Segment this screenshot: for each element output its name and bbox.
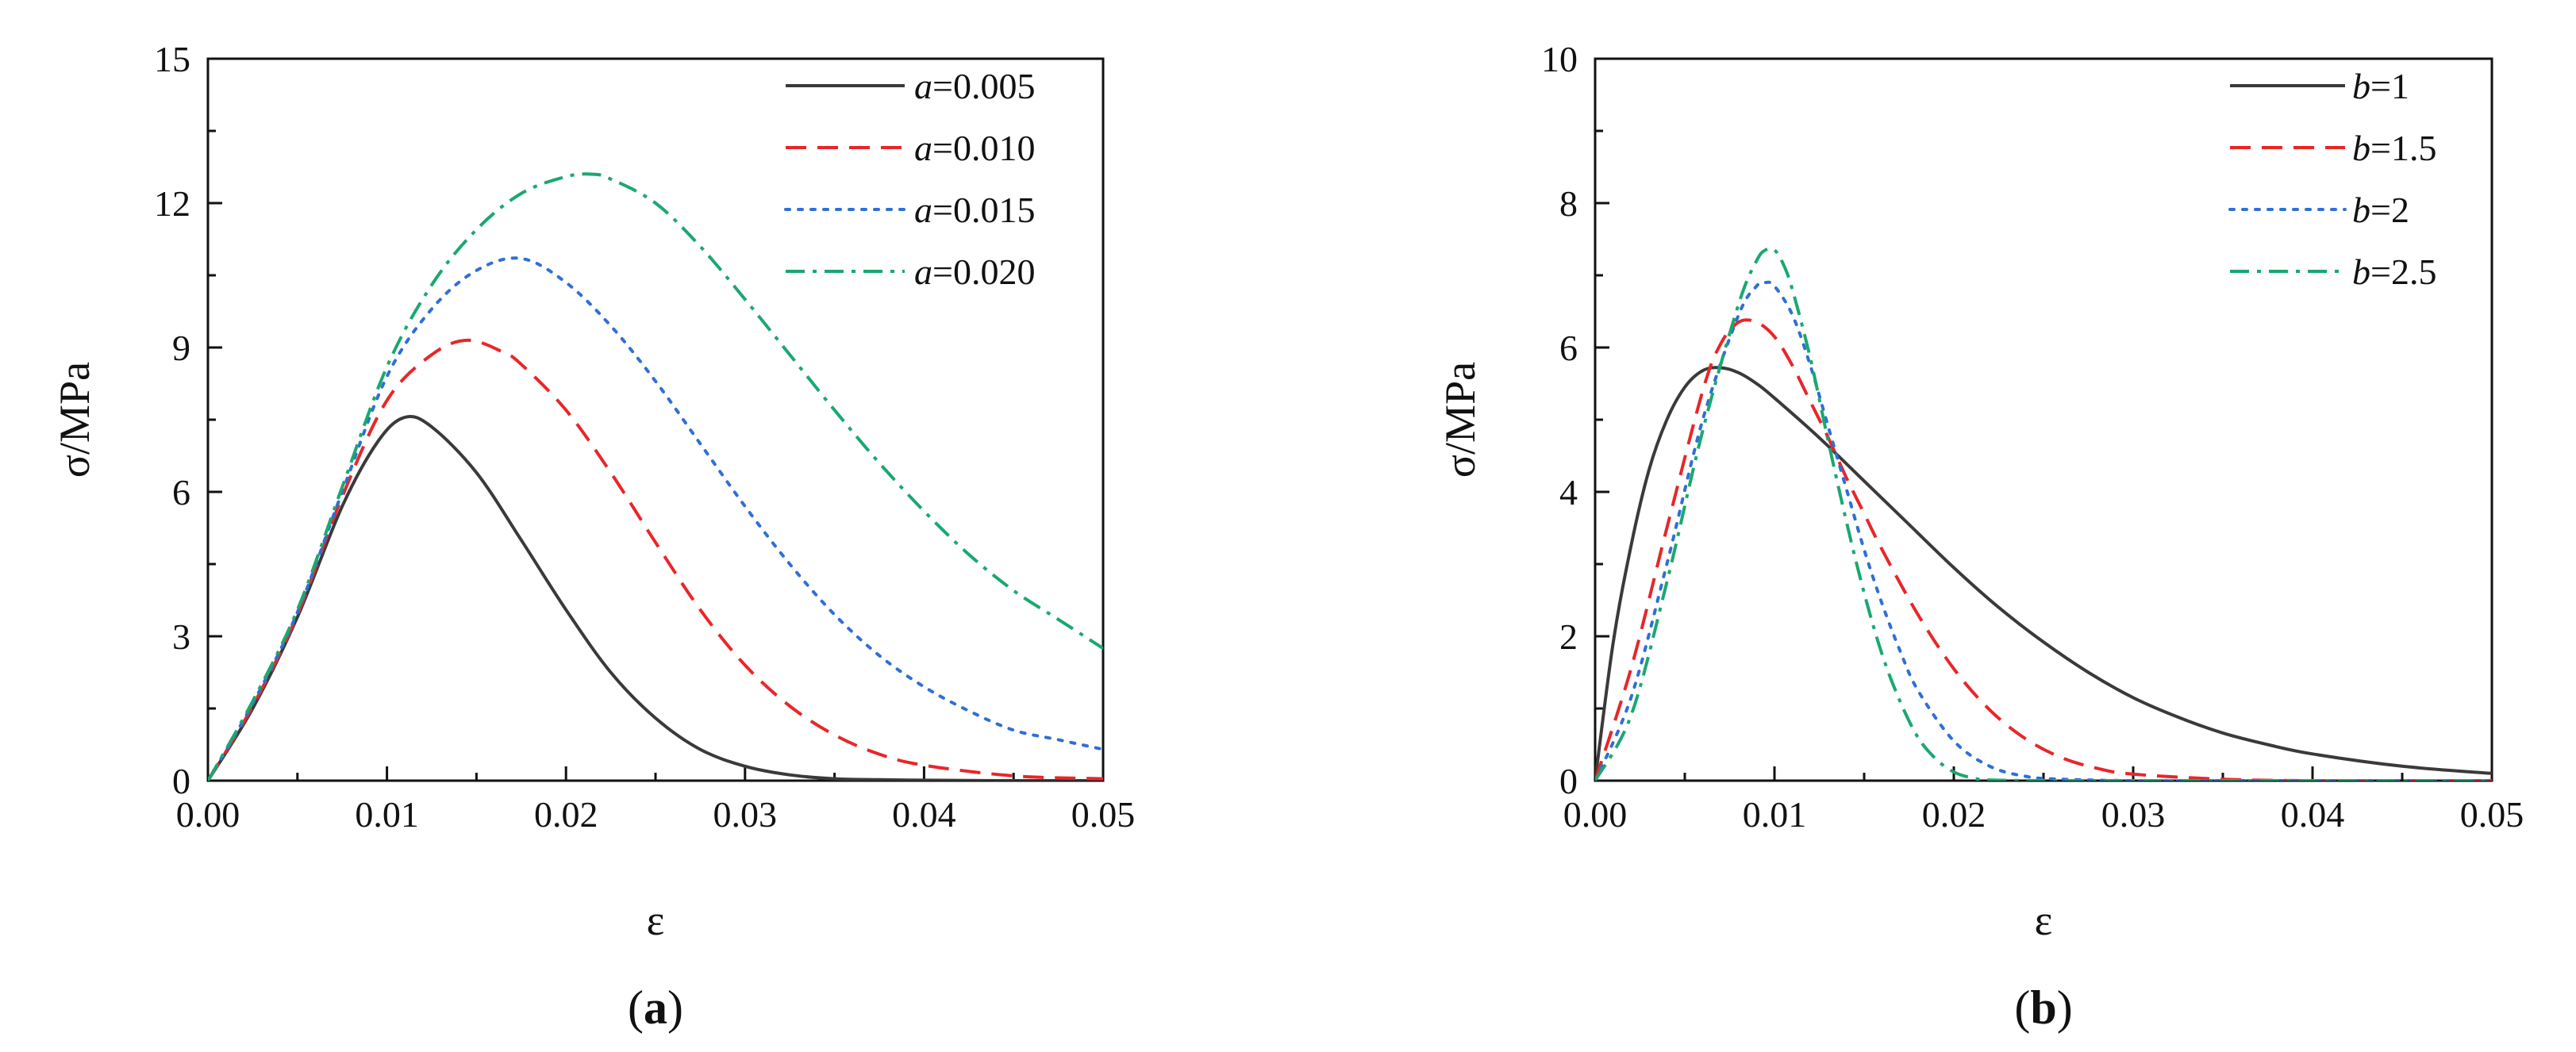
legend-label: a=0.015 (914, 190, 1035, 230)
legend-param: a (914, 190, 932, 230)
y-tick-label: 6 (172, 472, 190, 513)
x-tick-label: 0.00 (1563, 794, 1628, 835)
y-tick-labels: 0 3 6 9 12 15 (154, 39, 190, 801)
panel-label: (b) (2014, 981, 2072, 1034)
x-axis-title: ε (647, 897, 665, 944)
legend-param: b (2352, 66, 2370, 106)
legend-param: b (2352, 251, 2370, 292)
tick-marks (206, 57, 1105, 782)
series-line-1 (1595, 318, 2492, 781)
data-series (1595, 247, 2492, 781)
legend-label: b=1 (2352, 66, 2409, 106)
legend-label: a=0.020 (914, 251, 1035, 292)
x-tick-labels: 0.00 0.01 0.02 0.03 0.04 0.05 (176, 794, 1136, 835)
panel-letter: a (644, 981, 667, 1034)
x-tick-label: 0.05 (1071, 794, 1136, 835)
legend-value: =2 (2370, 190, 2409, 230)
series-line-1 (208, 338, 1103, 781)
legend-value: =0.020 (932, 251, 1035, 292)
legend-label: a=0.010 (914, 128, 1035, 168)
panel-label: (a) (628, 981, 683, 1034)
y-tick-label: 0 (172, 761, 190, 801)
legend-param: b (2352, 190, 2370, 230)
y-tick-label: 0 (1559, 761, 1578, 801)
series-line-0 (208, 414, 1103, 781)
x-tick-labels: 0.00 0.01 0.02 0.03 0.04 0.05 (1563, 794, 2524, 835)
series-line-3 (208, 172, 1103, 781)
legend-value: =1 (2370, 66, 2409, 106)
legend-label: b=1.5 (2352, 128, 2436, 168)
legend-value: =1.5 (2370, 128, 2436, 168)
y-tick-label: 15 (154, 39, 190, 79)
legend-param: b (2352, 128, 2370, 168)
x-tick-label: 0.04 (2281, 794, 2345, 835)
x-tick-label: 0.03 (713, 794, 778, 835)
x-tick-label: 0.05 (2460, 794, 2524, 835)
legend-value: =0.010 (932, 128, 1035, 168)
legend-value: =0.015 (932, 190, 1035, 230)
y-axis-title: σ/MPa (51, 362, 98, 478)
y-tick-label: 8 (1559, 183, 1578, 224)
y-axis-title: σ/MPa (1436, 362, 1484, 478)
series-line-3 (1595, 247, 2492, 781)
y-tick-label: 2 (1559, 616, 1578, 657)
x-tick-label: 0.02 (1922, 794, 1986, 835)
x-axis-title: ε (2035, 897, 2053, 944)
series-line-2 (208, 256, 1103, 781)
legend-label: b=2.5 (2352, 251, 2436, 292)
y-tick-label: 12 (154, 183, 190, 224)
y-tick-label: 4 (1559, 472, 1578, 513)
data-series (208, 172, 1103, 781)
chart-panel-b: 0.00 0.01 0.02 0.03 0.04 0.05 0 2 4 6 8 10 ε σ/MPa… (1436, 39, 2524, 1034)
legend-value: =2.5 (2370, 251, 2436, 292)
y-tick-label: 10 (1541, 39, 1578, 79)
x-tick-label: 0.01 (355, 794, 419, 835)
x-tick-label: 0.04 (892, 794, 956, 835)
legend-param: a (914, 128, 932, 168)
panel-letter: b (2030, 981, 2056, 1034)
x-tick-label: 0.00 (176, 794, 240, 835)
legend-param: a (914, 251, 932, 292)
y-tick-label: 6 (1559, 328, 1578, 368)
y-tick-label: 9 (172, 328, 190, 368)
legend: b=1b=1.5b=2b=2.5 (2228, 66, 2436, 292)
x-tick-label: 0.01 (1743, 794, 1807, 835)
series-line-0 (1595, 366, 2492, 781)
legend-param: a (914, 66, 932, 106)
x-tick-label: 0.03 (2101, 794, 2166, 835)
legend-label: a=0.005 (914, 66, 1035, 106)
x-tick-label: 0.02 (534, 794, 598, 835)
y-tick-label: 3 (172, 616, 190, 657)
series-line-2 (1595, 280, 2492, 781)
legend-label: b=2 (2352, 190, 2409, 230)
legend-value: =0.005 (932, 66, 1035, 106)
chart-panel-a: 0.00 0.01 0.02 0.03 0.04 0.05 0 3 6 9 12 15 ε σ/MP… (51, 39, 1135, 1034)
y-tick-labels: 0 2 4 6 8 10 (1541, 39, 1578, 801)
